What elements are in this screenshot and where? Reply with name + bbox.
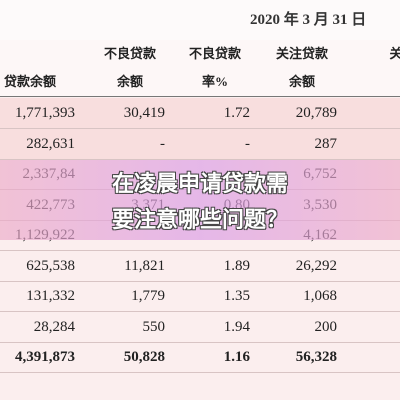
table-cell: - [160,135,165,152]
column-header: 不良贷款 [103,46,156,61]
table-cell: 11,821 [124,257,165,274]
table-cell: 282,631 [26,135,75,152]
table-cell: 625,538 [26,257,75,274]
table-cell: 1,779 [131,288,165,304]
table-row: 1,771,393 30,419 1.72 20,789 [0,98,400,129]
table-header: 贷款余额 不良贷款余额 不良贷款率% 关注贷款余额 关 [0,40,400,97]
table-row: 4,391,873 50,828 1.16 56,328 [0,342,400,373]
column-header: 余额 [288,74,315,89]
table-cell: 50,828 [123,349,165,365]
table-cell: 1,771,393 [15,105,75,121]
overlay-banner: 在凌晨申请贷款需 要注意哪些问题？ [0,160,400,240]
table-row: 131,332 1,779 1.35 1,068 [0,281,400,312]
table-cell: 1,068 [303,288,337,304]
table-cell: 200 [314,318,338,335]
top-bar: 2020 年 3 月 31 日 [0,0,400,41]
table-cell: 1.89 [223,257,250,274]
date: 2020 年 3 月 31 日 [250,12,367,28]
column-header: 率% [201,74,228,89]
column-header: 关 [389,46,400,61]
table-cell: 30,419 [123,105,165,121]
column-header: 关注贷款 [275,46,328,61]
table-row: 28,284 550 1.94 200 [0,312,400,343]
table-cell: 26,292 [295,257,337,274]
table-row: 625,538 11,821 1.89 26,292 [0,251,400,282]
column-header: 不良贷款 [188,46,241,61]
table-cell: 1.16 [223,349,250,365]
table-cell: 287 [314,135,338,152]
table-row: 282,631 - - 287 [0,128,400,160]
table-cell: 28,284 [33,318,75,335]
overlay-text: 在凌晨申请贷款需 [111,172,288,197]
table-cell: 56,328 [295,349,337,365]
table-cell: 131,332 [26,288,75,304]
table-cell: 1.94 [223,318,250,335]
column-header: 余额 [116,74,143,89]
column-header: 贷款余额 [3,74,56,89]
table-cell: 20,789 [295,105,337,121]
table-cell: 4,391,873 [15,349,75,365]
table-cell: 1.72 [223,105,250,121]
table-cell: - [245,135,250,152]
table-cell: 550 [142,318,166,335]
table-cell: 1.35 [223,288,250,304]
overlay-text: 要注意哪些问题？ [111,208,288,233]
